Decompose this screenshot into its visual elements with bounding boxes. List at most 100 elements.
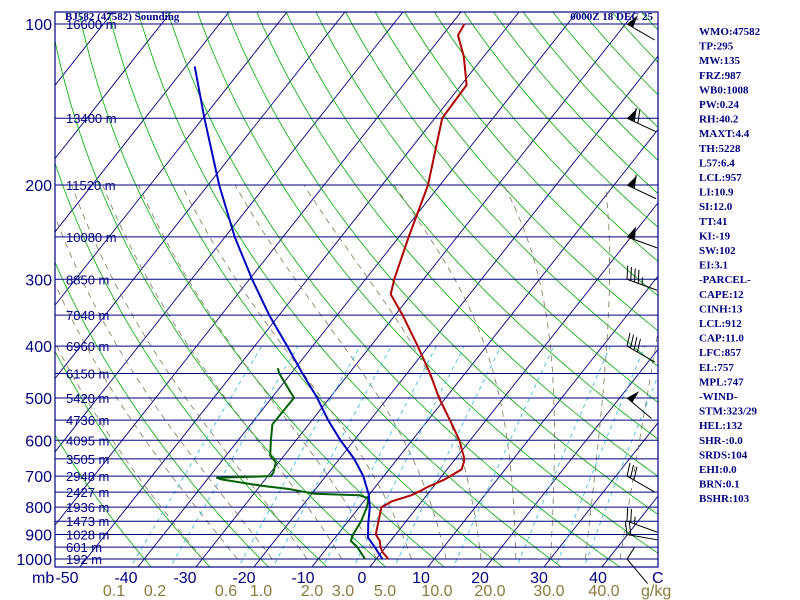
pressure-label: 900 [25, 528, 52, 545]
wind-barb-staff [626, 345, 655, 363]
temperature-tick-label: 0 [358, 570, 367, 587]
index-entry: EHI:0.0 [699, 464, 737, 476]
isotherm-line [55, 12, 230, 233]
height-label: 6960 m [66, 339, 109, 354]
wind-barb-pennant [627, 391, 640, 403]
height-label: 2948 m [66, 469, 109, 484]
dry-adiabat [55, 350, 211, 567]
height-label: 4736 m [66, 413, 109, 428]
sounding-series [193, 23, 468, 560]
index-entry: STM:323/29 [699, 406, 758, 418]
moist-adiabat [585, 185, 610, 560]
index-entry: FRZ:987 [699, 70, 742, 82]
wind-barb-staff [626, 534, 659, 541]
temperature-tick-label: -30 [173, 570, 196, 587]
wind-barb-flag [636, 338, 641, 353]
wind-barb-staff [626, 23, 655, 41]
wind-barb-flag [633, 466, 638, 481]
height-label: 2427 m [66, 485, 109, 500]
wind-barb-pennant [627, 175, 638, 189]
height-label: 8850 m [66, 272, 109, 287]
wind-barb-flag [629, 334, 634, 349]
temperature-tick-label: 20 [471, 570, 489, 587]
mixing-ratio-label: 1.0 [250, 583, 272, 600]
index-entry: TT:41 [699, 216, 728, 228]
pressure-label: 300 [25, 272, 52, 289]
dry-adiabat [55, 434, 152, 567]
wind-barb-flag [630, 267, 632, 281]
wind-barb-pennant [627, 15, 638, 28]
height-label: 3505 m [66, 452, 109, 467]
height-label: 16600 m [66, 17, 117, 32]
mixing-ratio-label: 5.0 [374, 583, 396, 600]
wind-barb-flag [626, 462, 631, 477]
height-label: 6150 m [66, 367, 109, 382]
height-labels: 16600 m 13400 m 11520 m 10080 m 8850 m 7848 m… [66, 17, 117, 567]
isotherm-line [55, 12, 404, 453]
wind-barb-flag [637, 109, 641, 124]
mixing-ratio-label: 0.1 [103, 583, 125, 600]
index-entry: KI:-19 [699, 230, 731, 242]
mixing-ratio-line [393, 345, 502, 567]
wind-barb-half-flag [634, 516, 636, 524]
index-entry: SI:12.0 [699, 201, 733, 213]
dewpoint-line [216, 367, 370, 560]
parcel-path-line [193, 66, 384, 560]
index-entry: SW:102 [699, 245, 736, 257]
temperature-tick-label: -50 [55, 570, 78, 587]
moist-adiabat [55, 215, 273, 560]
index-entry: BRN:0.1 [699, 479, 740, 491]
wind-barb-staff [626, 475, 655, 493]
wind-barb [626, 332, 655, 363]
moist-adiabat [393, 184, 517, 560]
temperature-tick-label: -20 [232, 570, 255, 587]
wind-barb-staff [626, 520, 658, 533]
wind-barb [626, 108, 657, 133]
wind-barb-flag [634, 268, 636, 283]
index-entry: LI:10.9 [699, 187, 734, 199]
wind-barb [626, 265, 658, 291]
wind-barb-pennant [627, 108, 638, 122]
wind-barb [626, 507, 658, 533]
isobar-lines [55, 23, 658, 560]
wind-barb-pennant [627, 226, 637, 240]
isotherm-line [55, 12, 288, 306]
temperature-tick-label: 30 [530, 570, 548, 587]
temperature-tick-labels: -50 -40 -30 -20 -10 0 10 20 30 40 [55, 570, 607, 587]
mixing-ratio-line [452, 345, 555, 567]
index-entry: MW:135 [699, 55, 740, 67]
wind-barb-flag [629, 464, 634, 479]
wind-barb-flag [628, 521, 632, 536]
wind-barb-staff [626, 236, 658, 249]
moist-adiabat [503, 184, 555, 559]
index-entry: TP:295 [699, 41, 734, 53]
index-entry: MAXT:4.4 [699, 128, 750, 140]
index-entry: WB0:1008 [699, 84, 749, 96]
pressure-level-labels: 100 200 300 400 500 600 700 800 900 1000 [16, 17, 52, 569]
index-entry: CAP:11.0 [699, 333, 744, 345]
wind-barb-flag [626, 547, 635, 560]
plot-frame [54, 11, 659, 568]
pressure-label: 700 [25, 469, 52, 486]
height-label: 7848 m [66, 308, 109, 323]
mixing-ratio-lines [130, 345, 658, 567]
mixing-ratio-line [238, 345, 361, 567]
pressure-label: 100 [25, 17, 52, 34]
mixing-ratio-label: 10.0 [421, 583, 452, 600]
mixing-ratio-label: 3.0 [332, 583, 354, 600]
index-entry: BSHR:103 [699, 493, 750, 505]
wind-barb-staff [626, 117, 657, 133]
mixing-ratio-line [555, 345, 646, 567]
isotherm-line [55, 12, 346, 380]
wind-barb-flag [637, 269, 640, 284]
wind-barb-flag [626, 265, 629, 280]
wind-barb-half-flag [641, 277, 644, 285]
pressure-label: 400 [25, 339, 52, 356]
wind-barb-flag [633, 336, 638, 351]
station-title: BJ582 (47582) Sounding [65, 11, 180, 23]
mixing-ratio-label: 20.0 [474, 583, 505, 600]
wind-barb-flag [633, 108, 637, 122]
wind-barb [624, 520, 659, 541]
wind-barb [626, 15, 655, 41]
